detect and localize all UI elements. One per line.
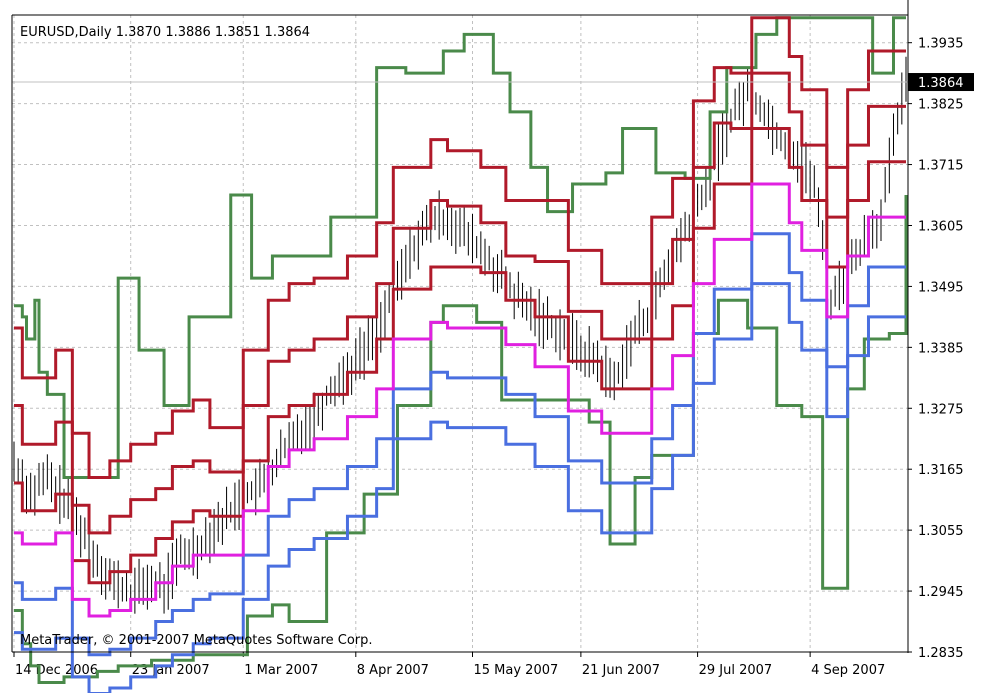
dark-red-low-line: [14, 127, 906, 585]
dark-red-mid-line: [14, 71, 906, 535]
blue-upper-line: [14, 232, 906, 657]
y-tick-label: 1.3825: [918, 98, 964, 113]
y-tick-label: 1.3935: [918, 37, 964, 52]
x-tick-label: 1 Mar 2007: [244, 663, 318, 678]
x-tick-label: 8 Apr 2007: [357, 663, 429, 678]
y-tick-label: 1.3715: [918, 159, 964, 174]
current-price-label: 1.3864: [918, 76, 964, 91]
copyright-watermark: MetaTrader, © 2001-2007 MetaQuotes Softw…: [20, 633, 373, 648]
y-tick-label: 1.3055: [918, 524, 964, 539]
y-tick-label: 1.3605: [918, 219, 964, 234]
dark-red-top-line: [14, 16, 906, 480]
blue-lower-line: [14, 282, 906, 693]
x-tick-label: 15 May 2007: [474, 663, 559, 678]
green-lower-line: [14, 195, 908, 684]
current-price-box: [908, 73, 974, 92]
y-tick-label: 1.2945: [918, 585, 964, 600]
x-tick-label: 29 Jul 2007: [699, 663, 773, 678]
y-tick-label: 1.2835: [918, 646, 964, 661]
y-tick-label: 1.3385: [918, 341, 964, 356]
chart-header: EURUSD,Daily 1.3870 1.3886 1.3851 1.3864: [20, 25, 310, 40]
y-tick-label: 1.3275: [918, 402, 964, 417]
y-tick-label: 1.3165: [918, 463, 964, 478]
magenta-line: [14, 182, 906, 618]
y-tick-label: 1.3495: [918, 280, 964, 295]
x-tick-label: 4 Sep 2007: [811, 663, 885, 678]
x-tick-label: 21 Jun 2007: [582, 663, 660, 678]
